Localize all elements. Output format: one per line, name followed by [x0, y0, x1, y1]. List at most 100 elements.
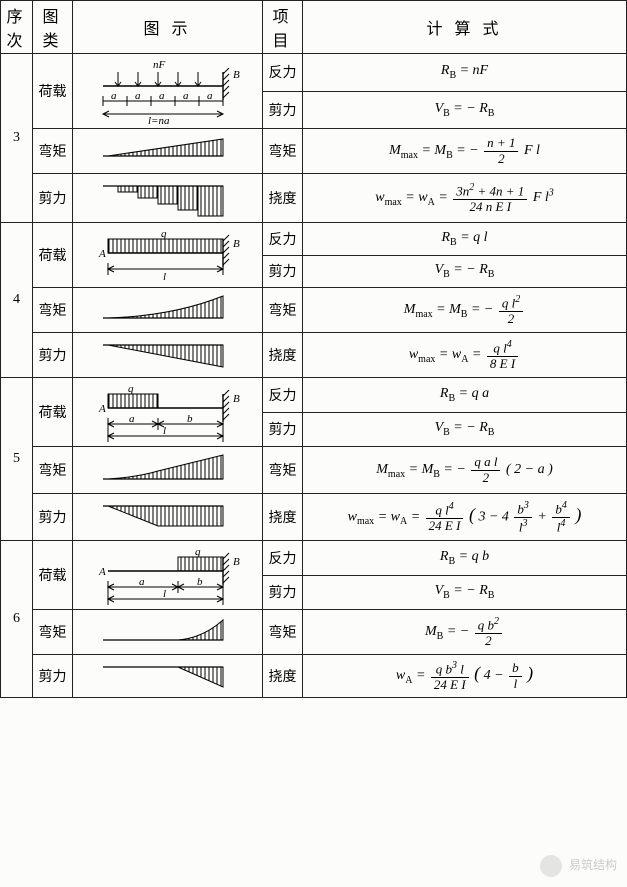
- table-row: 弯矩 弯矩 Mmax = MB = − n + 12 F l: [1, 129, 627, 174]
- type-shear: 剪力: [33, 494, 73, 541]
- table-row: 弯矩 弯矩 MB = − q b22: [1, 610, 627, 655]
- type-moment: 弯矩: [33, 447, 73, 494]
- formula-cell: MB = − q b22: [303, 610, 627, 655]
- formula-cell: wmax = wA = q l48 E I: [303, 333, 627, 378]
- label-B: B: [233, 556, 240, 568]
- dim-a: a: [183, 90, 189, 102]
- label-q: q: [195, 546, 201, 558]
- label-B: B: [233, 69, 240, 81]
- table-row: 4 荷载 A B q l 反力 RB = q l: [1, 223, 627, 256]
- label-q: q: [128, 383, 134, 395]
- table-row: 6 荷载 A B q a b: [1, 541, 627, 576]
- type-shear: 剪力: [33, 655, 73, 698]
- formula-cell: Mmax = MB = − n + 12 F l: [303, 129, 627, 174]
- type-moment: 弯矩: [33, 129, 73, 174]
- item-deflection: 挠度: [263, 494, 303, 541]
- dim-a: a: [207, 90, 213, 102]
- diagram-load-6: A B q a b l: [73, 541, 263, 610]
- item-moment: 弯矩: [263, 288, 303, 333]
- table-row: 5 荷载 A B q a b: [1, 378, 627, 413]
- watermark: 易筑结构: [540, 855, 617, 877]
- formula-cell: Mmax = MB = − q a l2 ( 2 − a ): [303, 447, 627, 494]
- item-shear: 剪力: [263, 575, 303, 610]
- diagram-moment-6: [73, 610, 263, 655]
- item-deflection: 挠度: [263, 333, 303, 378]
- item-shear: 剪力: [263, 255, 303, 288]
- type-load: 荷载: [33, 378, 73, 447]
- diagram-shear-3: [73, 174, 263, 223]
- item-deflection: 挠度: [263, 174, 303, 223]
- label-A: A: [98, 248, 106, 260]
- item-reaction: 反力: [263, 223, 303, 256]
- formula-cell: VB = − RB: [303, 412, 627, 447]
- label-B: B: [233, 238, 240, 250]
- item-reaction: 反力: [263, 378, 303, 413]
- formula-cell: RB = q a: [303, 378, 627, 413]
- label-l: l: [163, 271, 166, 283]
- type-shear: 剪力: [33, 174, 73, 223]
- table-row: 剪力 挠度 wmax = wA = q l424 E I ( 3 − 4 b3l…: [1, 494, 627, 541]
- dim-a: a: [135, 90, 141, 102]
- diagram-load-5: A B q a b l: [73, 378, 263, 447]
- beam-formula-table: 序次 图类 图 示 项目 计 算 式 3 荷载 B nF: [0, 0, 627, 698]
- formula-cell: RB = q l: [303, 223, 627, 256]
- diagram-moment-4: [73, 288, 263, 333]
- seq-5: 5: [1, 378, 33, 541]
- formula-cell: VB = − RB: [303, 575, 627, 610]
- formula-cell: wA = q b3 l24 E I ( 4 − bl ): [303, 655, 627, 698]
- type-load: 荷载: [33, 223, 73, 288]
- formula-cell: wmax = wA = 3n2 + 4n + 124 n E I F l3: [303, 174, 627, 223]
- dim-l: l: [163, 588, 166, 600]
- diagram-shear-5: [73, 494, 263, 541]
- diagram-load-3: B nF a a a a: [73, 54, 263, 129]
- dim-a: a: [111, 90, 117, 102]
- table-row: 弯矩 弯矩 Mmax = MB = − q a l2 ( 2 − a ): [1, 447, 627, 494]
- item-reaction: 反力: [263, 541, 303, 576]
- formula-cell: wmax = wA = q l424 E I ( 3 − 4 b3l3 + b4…: [303, 494, 627, 541]
- type-load: 荷载: [33, 541, 73, 610]
- diagram-moment-5: [73, 447, 263, 494]
- table-row: 剪力 挠度 wmax = wA = q l48 E I: [1, 333, 627, 378]
- formula-cell: VB = − RB: [303, 91, 627, 129]
- table-row: 3 荷载 B nF: [1, 54, 627, 92]
- header-row: 序次 图类 图 示 项目 计 算 式: [1, 1, 627, 54]
- diagram-load-4: A B q l: [73, 223, 263, 288]
- dim-l: l: [163, 425, 166, 437]
- seq-3: 3: [1, 54, 33, 223]
- type-moment: 弯矩: [33, 610, 73, 655]
- label-A: A: [98, 566, 106, 578]
- hdr-type: 图类: [33, 1, 73, 54]
- diagram-shear-6: [73, 655, 263, 698]
- dim-b: b: [187, 413, 193, 425]
- diagram-shear-4: [73, 333, 263, 378]
- type-shear: 剪力: [33, 333, 73, 378]
- formula-cell: Mmax = MB = − q l22: [303, 288, 627, 333]
- item-shear: 剪力: [263, 91, 303, 129]
- label-A: A: [98, 403, 106, 415]
- dim-a: a: [139, 576, 145, 588]
- label-lna: l=na: [148, 115, 170, 126]
- watermark-text: 易筑结构: [569, 858, 617, 872]
- item-moment: 弯矩: [263, 610, 303, 655]
- item-moment: 弯矩: [263, 447, 303, 494]
- hdr-diagram: 图 示: [73, 1, 263, 54]
- formula-cell: RB = q b: [303, 541, 627, 576]
- dim-a: a: [159, 90, 165, 102]
- table-row: 剪力 挠度 wmax = wA = 3n2 + 4n + 124 n E I F…: [1, 174, 627, 223]
- seq-6: 6: [1, 541, 33, 698]
- dim-a: a: [129, 413, 135, 425]
- dim-b: b: [197, 576, 203, 588]
- wechat-icon: [540, 855, 562, 877]
- item-moment: 弯矩: [263, 129, 303, 174]
- type-load: 荷载: [33, 54, 73, 129]
- item-shear: 剪力: [263, 412, 303, 447]
- hdr-formula: 计 算 式: [303, 1, 627, 54]
- seq-4: 4: [1, 223, 33, 378]
- formula-cell: RB = nF: [303, 54, 627, 92]
- formula-cell: VB = − RB: [303, 255, 627, 288]
- type-moment: 弯矩: [33, 288, 73, 333]
- label-q: q: [161, 228, 167, 240]
- item-deflection: 挠度: [263, 655, 303, 698]
- diagram-moment-3: [73, 129, 263, 174]
- table-row: 弯矩 弯矩 Mmax = MB = − q l22: [1, 288, 627, 333]
